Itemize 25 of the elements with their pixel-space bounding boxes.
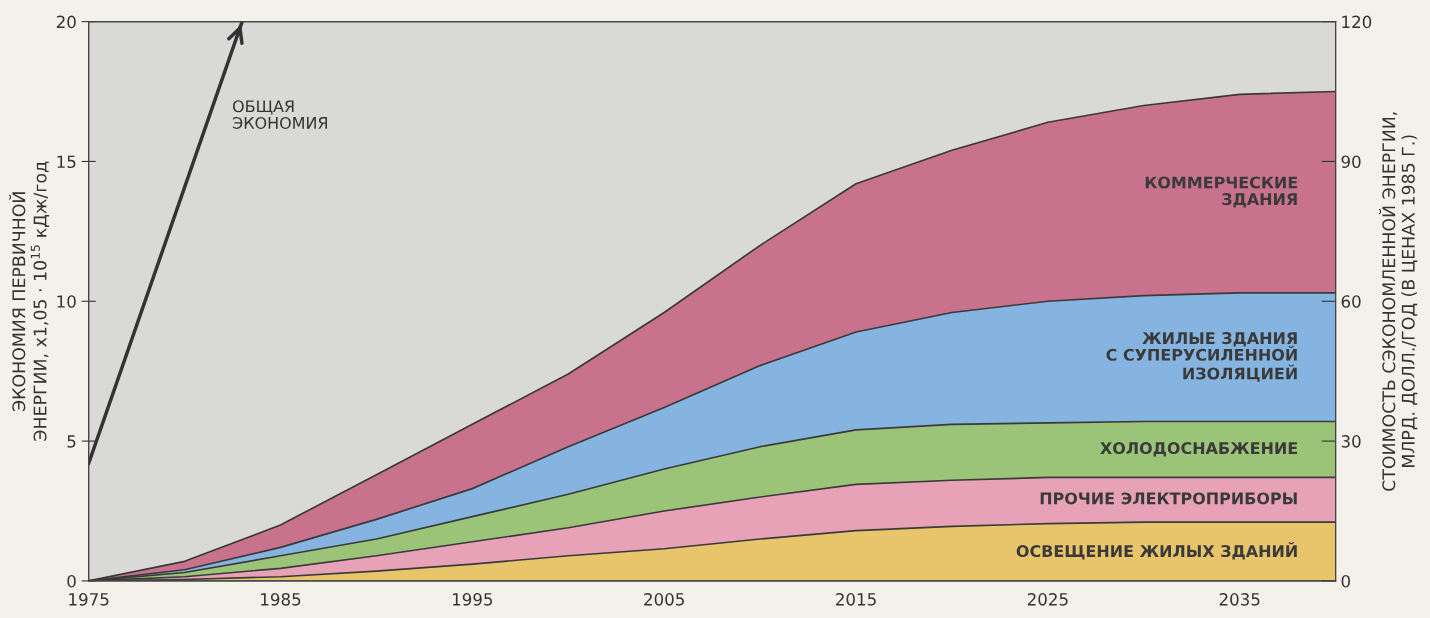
x-tick-label: 2035 (1219, 593, 1260, 606)
y2-tick-label: 90 (1341, 155, 1361, 169)
y-tick-label: 10 (57, 295, 76, 308)
y2-tick-label: 30 (1341, 435, 1361, 448)
x-tick-label: 2005 (644, 593, 684, 606)
series-label: ЖИЛЫЕ ЗДАНИЯ С СУПЕРУСИЛЕННОЙ ИЗОЛЯЦИЕЙ (1106, 332, 1297, 382)
x-tick-label: 1995 (452, 593, 493, 606)
y-tick-label: 5 (67, 435, 76, 448)
annotation: ОБЩАЯ ЭКОНОМИЯ (232, 100, 327, 129)
y2-tick-label: 120 (1342, 15, 1372, 29)
y2-axis-title: СТОИМОСТЬ СЭКОНОМЛЕННОЙ ЭНЕРГИИ, МЛРД. ДОЛЛ./ГОД (В ЦЕНАХ 1985 Г.) (1379, 112, 1418, 491)
x-tick-label: 2025 (1027, 593, 1068, 606)
y2-tick-label: 60 (1341, 295, 1361, 308)
y-tick-label: 15 (57, 155, 76, 169)
series-label: КОММЕРЧЕСКИЕ ЗДАНИЯ (1145, 176, 1298, 208)
series-label: ПРОЧИЕ ЭЛЕКТРОПРИБОРЫ (1040, 492, 1297, 505)
y-axis-title: ЭКОНОМИЯ ПЕРВИЧНОЙ ЭНЕРГИИ, x1,05 · 10$^{15}$ кДж/год (9, 161, 50, 441)
y-tick-label: 0 (67, 574, 76, 588)
series-label: ХОЛОДОСНАБЖЕНИЕ (1100, 442, 1298, 457)
x-tick-label: 2015 (836, 593, 876, 606)
series-label: ОСВЕЩЕНИЕ ЖИЛЫХ ЗДАНИЙ (1016, 542, 1297, 560)
x-tick-label: 1975 (69, 593, 109, 606)
x-tick-label: 1985 (261, 593, 301, 606)
y2-tick-label: 0 (1341, 574, 1350, 588)
y-tick-label: 20 (56, 15, 76, 29)
